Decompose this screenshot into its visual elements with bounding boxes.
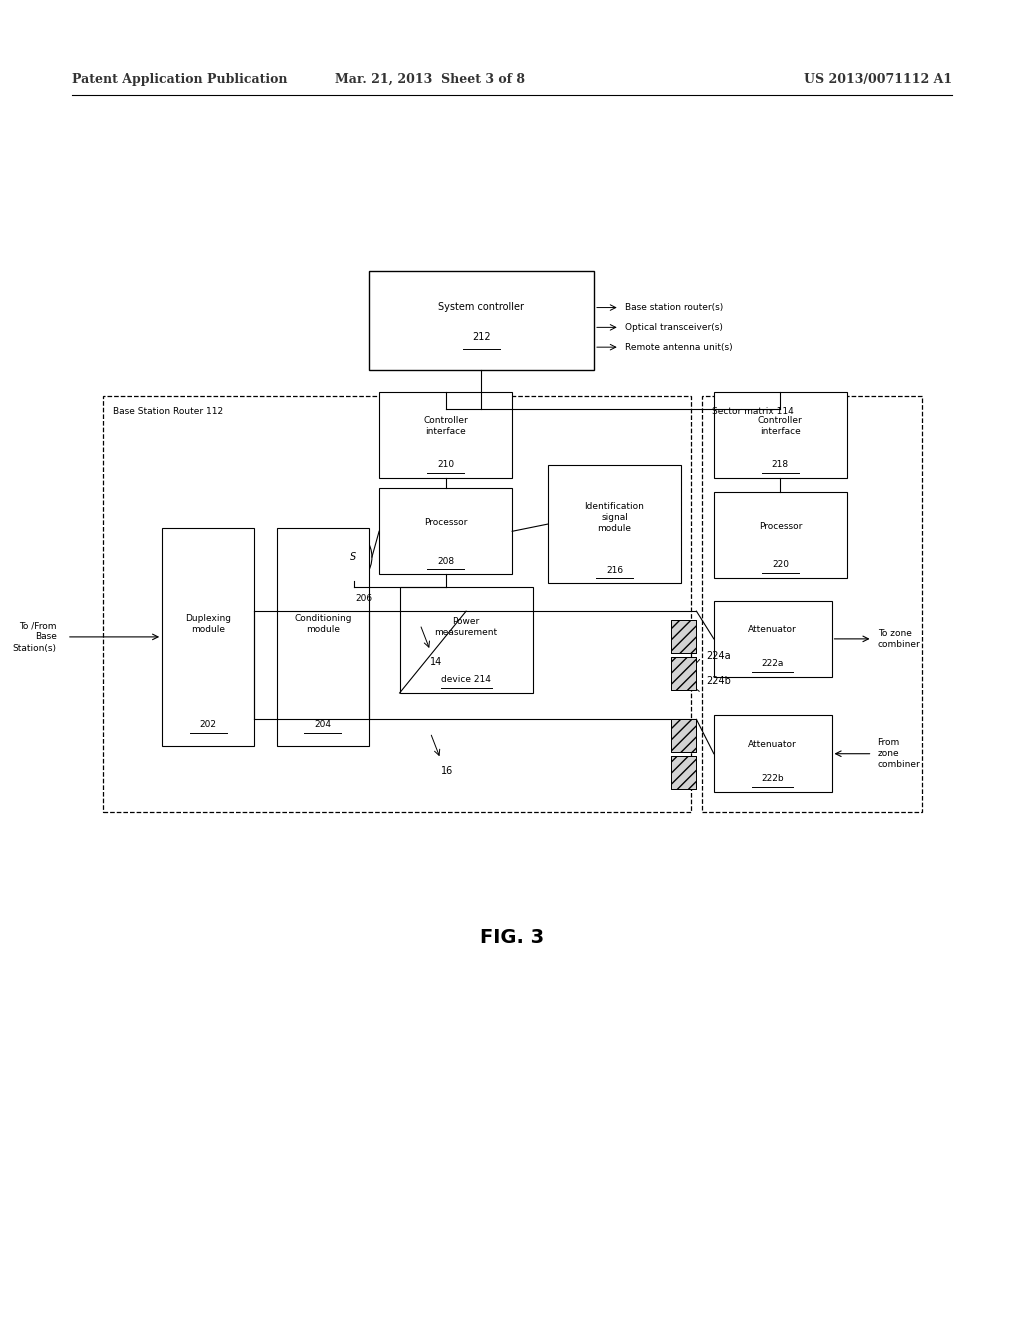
Text: device 214: device 214 (441, 676, 492, 684)
Text: 202: 202 (200, 721, 217, 729)
Text: Conditioning
module: Conditioning module (294, 614, 351, 634)
Text: Mar. 21, 2013  Sheet 3 of 8: Mar. 21, 2013 Sheet 3 of 8 (335, 73, 525, 86)
Text: 222a: 222a (762, 660, 784, 668)
Bar (671, 620, 696, 653)
Bar (399, 587, 532, 693)
Text: 218: 218 (772, 461, 788, 469)
Text: To /From
Base
Station(s): To /From Base Station(s) (12, 622, 56, 652)
Bar (714, 392, 847, 478)
Text: 212: 212 (472, 333, 490, 342)
Text: 14: 14 (430, 657, 442, 668)
Bar (548, 465, 681, 583)
Bar (714, 601, 831, 677)
Bar (714, 715, 831, 792)
Text: 210: 210 (437, 461, 455, 469)
Text: Controller
interface: Controller interface (758, 416, 803, 436)
Bar (379, 488, 512, 574)
Text: S: S (350, 552, 356, 562)
Bar (102, 396, 691, 812)
Text: 220: 220 (772, 561, 788, 569)
Bar (671, 657, 696, 690)
Text: 216: 216 (606, 566, 623, 574)
Bar (379, 392, 512, 478)
Bar (671, 620, 696, 653)
Text: Attenuator: Attenuator (749, 741, 797, 748)
Text: Remote antenna unit(s): Remote antenna unit(s) (625, 343, 732, 351)
Bar (701, 396, 922, 812)
Bar (671, 756, 696, 789)
Text: Patent Application Publication: Patent Application Publication (72, 73, 288, 86)
Text: Duplexing
module: Duplexing module (185, 614, 231, 634)
Text: Sector matrix 114: Sector matrix 114 (712, 407, 794, 416)
Bar (162, 528, 254, 746)
Text: Base station router(s): Base station router(s) (625, 304, 723, 312)
Text: Processor: Processor (424, 517, 467, 527)
Text: Controller
interface: Controller interface (423, 416, 468, 436)
Text: 224a: 224a (707, 651, 731, 661)
Text: 16: 16 (440, 766, 453, 776)
Text: 206: 206 (355, 594, 373, 603)
Bar (276, 528, 369, 746)
Text: FIG. 3: FIG. 3 (480, 928, 544, 946)
Text: System controller: System controller (438, 302, 524, 312)
Text: Identification
signal
module: Identification signal module (585, 502, 644, 533)
Text: 204: 204 (314, 721, 332, 729)
Bar (671, 719, 696, 752)
Bar (369, 271, 594, 370)
Text: Optical transceiver(s): Optical transceiver(s) (625, 323, 723, 331)
Text: Attenuator: Attenuator (749, 626, 797, 634)
Text: US 2013/0071112 A1: US 2013/0071112 A1 (804, 73, 952, 86)
Text: From
zone
combiner: From zone combiner (878, 738, 921, 770)
Bar (714, 492, 847, 578)
Text: 208: 208 (437, 557, 455, 565)
Bar (671, 756, 696, 789)
Text: 224b: 224b (707, 676, 731, 686)
Bar (671, 657, 696, 690)
Text: To zone
combiner: To zone combiner (878, 628, 921, 649)
Text: 222b: 222b (762, 775, 784, 783)
Text: Base Station Router 112: Base Station Router 112 (113, 407, 223, 416)
Text: Processor: Processor (759, 521, 802, 531)
Text: Power
measurement: Power measurement (434, 616, 498, 638)
Bar (671, 719, 696, 752)
